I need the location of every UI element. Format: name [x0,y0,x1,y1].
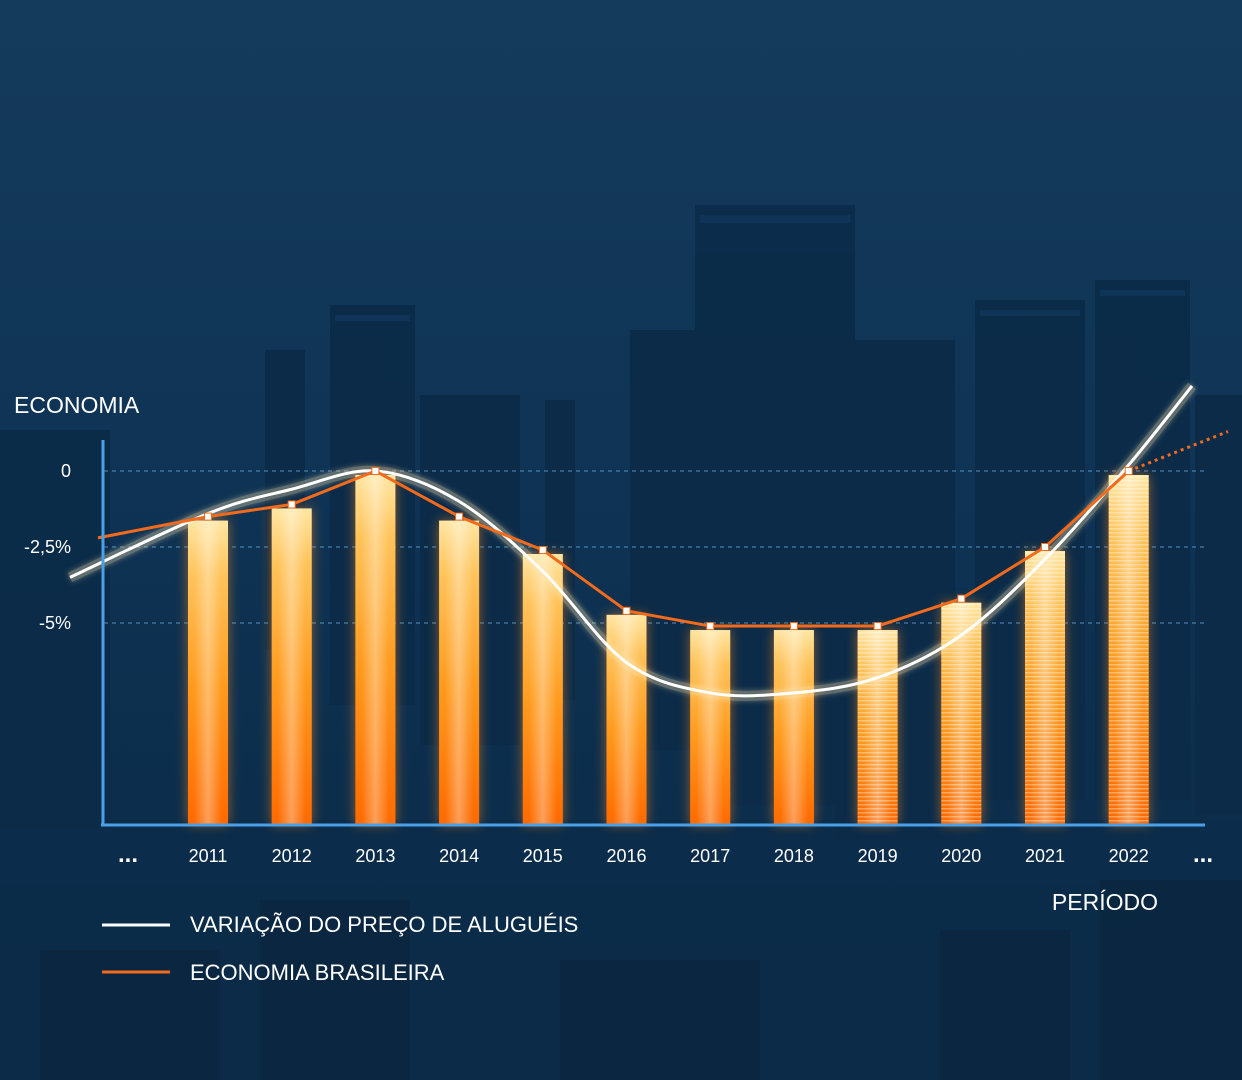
bar-2021 [1025,551,1065,824]
x-tick-label-2020: 2020 [941,846,981,866]
marker-2019 [873,622,882,631]
marker-2017 [706,622,715,631]
x-tick-label-2021: 2021 [1025,846,1065,866]
marker-2018 [789,622,798,631]
x-tick-labels: 2011 2012 2013 2014 2015 2016 2017 2018 2019 2020… [189,846,1149,866]
bar-2018 [773,630,814,824]
x-tick-label-2015: 2015 [523,846,563,866]
legend-label-rent: VARIAÇÃO DO PREÇO DE ALUGUÉIS [190,912,578,937]
ellipsis-right: ... [1193,841,1213,868]
x-tick-label-2013: 2013 [355,846,395,866]
y-tick-label-1: -2,5% [24,537,71,557]
bar-2011 [188,520,228,824]
bar-sheen-2012 [277,508,306,824]
bar-2014 [439,520,480,824]
bar-2022 [1108,475,1149,824]
bar-sheen-2016 [612,614,641,824]
x-tick-label-2011: 2011 [189,846,228,866]
y-axis-title: ECONOMIA [14,392,140,418]
x-tick-label-2017: 2017 [690,846,730,866]
marker-2016 [622,606,631,615]
x-axis-title: PERÍODO [1052,889,1158,915]
rent-line [69,384,1194,698]
bar-sheen-2014 [445,520,474,824]
bar-sheen-2018 [779,630,808,824]
bar-series [188,475,1149,824]
bar-2013 [355,475,396,824]
bar-sheen-2015 [528,554,557,824]
marker-2015 [538,546,547,555]
bar-stripes-2019 [857,630,898,824]
marker-2013 [371,467,380,475]
marker-2012 [287,500,296,509]
legend: VARIAÇÃO DO PREÇO DE ALUGUÉIS ECONOMIA B… [102,912,578,985]
marker-2020 [957,594,966,603]
bar-sheen-2017 [696,630,725,824]
bar-2017 [690,630,731,824]
y-tick-label-2: -5% [39,613,71,633]
y-tick-labels: 0 -2,5% -5% [24,461,71,633]
marker-2014 [455,512,464,521]
y-tick-label-0: 0 [61,461,71,481]
bar-2015 [522,554,563,824]
bar-2012 [271,508,312,824]
economy-markers [204,467,1133,631]
x-tick-label-2022: 2022 [1109,846,1149,866]
bar-sheen-2011 [194,520,222,824]
ellipsis-left: ... [118,841,138,868]
axes [101,440,1205,827]
x-tick-label-2014: 2014 [439,846,479,866]
marker-2022 [1124,467,1133,475]
rent-price-line-series [67,382,1196,701]
x-tick-label-2018: 2018 [774,846,814,866]
x-tick-label-2019: 2019 [858,846,898,866]
x-tick-label-2012: 2012 [272,846,312,866]
marker-2021 [1041,543,1049,551]
legend-label-economy: ECONOMIA BRASILEIRA [190,960,445,985]
x-tick-label-2016: 2016 [606,846,646,866]
bar-2019 [857,630,898,824]
marker-2011 [204,512,212,521]
bar-sheen-2013 [361,475,390,824]
bar-stripes-2021 [1025,551,1065,824]
bar-stripes-2022 [1108,475,1149,824]
